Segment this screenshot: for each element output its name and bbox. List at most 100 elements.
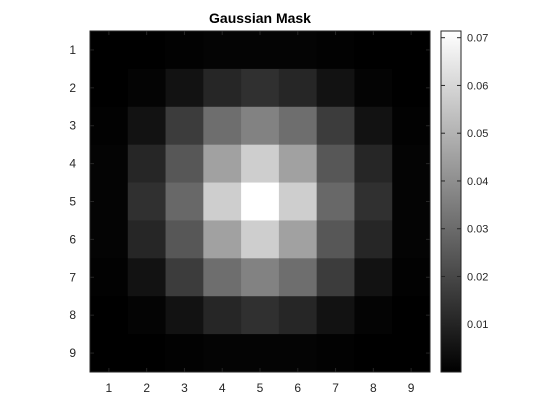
- colorbar-tick-label: 0.03: [467, 224, 488, 236]
- heatmap-cell-r6-c1: [90, 220, 129, 259]
- colorbar-tick-label: 0.05: [467, 128, 488, 140]
- x-tick-label: 6: [294, 381, 301, 395]
- colorbar-axis: 0.01 0.02 0.03 0.04 0.05 0.06 0.07: [441, 33, 488, 331]
- heatmap-cell-r9-c7: [316, 334, 355, 373]
- heatmap-cell-r1-c4: [203, 31, 242, 70]
- heatmap-cell-r2-c5: [241, 68, 280, 108]
- heatmap-cell-r6-c2: [127, 220, 166, 259]
- heatmap-cell-r7-c5: [241, 258, 280, 297]
- heatmap-cell-r2-c7: [316, 68, 355, 108]
- y-tick-label: 1: [69, 43, 76, 57]
- heatmap-cell-r5-c2: [127, 182, 166, 221]
- heatmap-cell-r8-c1: [90, 296, 129, 335]
- heatmap-cell-r7-c7: [316, 258, 355, 297]
- heatmap-cell-r2-c2: [127, 68, 166, 108]
- heatmap-cell-r3-c5: [241, 106, 280, 146]
- heatmap-cell-r8-c5: [241, 296, 280, 335]
- x-tick-label: 4: [219, 381, 226, 395]
- heatmap-cell-r2-c8: [354, 68, 393, 108]
- heatmap-cell-r5-c7: [316, 182, 355, 221]
- heatmap-cell-r6-c5: [241, 220, 280, 259]
- heatmap-cell-r2-c9: [392, 68, 431, 108]
- heatmap-cell-r8-c2: [127, 296, 166, 335]
- y-tick-label: 6: [69, 232, 76, 246]
- y-tick-label: 4: [69, 157, 76, 171]
- heatmap-cell-r9-c2: [127, 334, 166, 373]
- heatmap-cell-r7-c3: [165, 258, 204, 297]
- heatmap-cell-r2-c3: [165, 68, 204, 108]
- heatmap-cell-r3-c8: [354, 106, 393, 146]
- heatmap-cell-r4-c3: [165, 144, 204, 183]
- x-tick-label: 9: [408, 381, 415, 395]
- heatmap-cell-r4-c6: [278, 144, 318, 183]
- heatmap-cell-r7-c1: [90, 258, 129, 297]
- heatmap-cell-r5-c3: [165, 182, 204, 221]
- heatmap-cell-r4-c2: [127, 144, 166, 183]
- heatmap-cell-r4-c4: [203, 144, 242, 183]
- heatmap-cell-r8-c8: [354, 296, 393, 335]
- chart-title: Gaussian Mask: [209, 10, 311, 26]
- heatmap-cell-r1-c9: [392, 31, 431, 70]
- colorbar-tick-label: 0.01: [467, 319, 488, 331]
- x-tick-label: 2: [143, 381, 150, 395]
- heatmap-cell-r3-c3: [165, 106, 204, 146]
- heatmap-cell-r2-c1: [90, 68, 129, 108]
- heatmap-cell-r8-c3: [165, 296, 204, 335]
- heatmap-cell-r8-c6: [278, 296, 318, 335]
- heatmap-cell-r7-c6: [278, 258, 318, 297]
- heatmap-cell-r5-c8: [354, 182, 393, 221]
- heatmap-cell-r1-c5: [241, 31, 280, 70]
- heatmap-cell-r6-c3: [165, 220, 204, 259]
- heatmap-cell-r3-c4: [203, 106, 242, 146]
- heatmap-cell-r1-c1: [90, 31, 129, 70]
- heatmap-cell-r7-c9: [392, 258, 431, 297]
- heatmap-cell-r3-c2: [127, 106, 166, 146]
- x-tick-label: 3: [181, 381, 188, 395]
- heatmap-cell-r9-c4: [203, 334, 242, 373]
- heatmap-cell-r6-c6: [278, 220, 318, 259]
- y-tick-label: 8: [69, 308, 76, 322]
- y-tick-label: 3: [69, 119, 76, 133]
- x-axis: 1 2 3 4 5 6 7 8 9: [106, 31, 415, 395]
- x-tick-label: 5: [257, 381, 264, 395]
- x-tick-label: 1: [106, 381, 113, 395]
- y-tick-label: 9: [69, 346, 76, 360]
- colorbar-tick-label: 0.04: [467, 176, 488, 188]
- heatmap-cell-r7-c8: [354, 258, 393, 297]
- colorbar: [441, 31, 461, 372]
- heatmap-cell-r9-c8: [354, 334, 393, 373]
- heatmap-cell-r5-c9: [392, 182, 431, 221]
- heatmap-cell-r9-c9: [392, 334, 431, 373]
- heatmap-cell-r4-c1: [90, 144, 129, 183]
- heatmap-cell-r9-c3: [165, 334, 204, 373]
- x-tick-label: 8: [370, 381, 377, 395]
- heatmap-cell-r5-c4: [203, 182, 242, 221]
- heatmap-cell-r3-c1: [90, 106, 129, 146]
- heatmap-cell-r6-c7: [316, 220, 355, 259]
- x-tick-label: 7: [332, 381, 339, 395]
- heatmap-cell-r9-c1: [90, 334, 129, 373]
- heatmap-cell-r5-c6: [278, 182, 318, 221]
- heatmap-cell-r2-c6: [278, 68, 318, 108]
- heatmap-cell-r7-c2: [127, 258, 166, 297]
- heatmap-cell-r7-c4: [203, 258, 242, 297]
- heatmap-cell-r8-c4: [203, 296, 242, 335]
- heatmap-cell-r8-c7: [316, 296, 355, 335]
- colorbar-tick-label: 0.06: [467, 80, 488, 92]
- heatmap-cell-r5-c1: [90, 182, 129, 221]
- heatmap-cell-r1-c2: [127, 31, 166, 70]
- heatmap-cell-r3-c7: [316, 106, 355, 146]
- heatmap-cell-r1-c8: [354, 31, 393, 70]
- heatmap-cell-r3-c6: [278, 106, 318, 146]
- heatmap-cell-r6-c8: [354, 220, 393, 259]
- y-tick-label: 2: [69, 81, 76, 95]
- heatmap-cell-r8-c9: [392, 296, 431, 335]
- y-tick-label: 7: [69, 270, 76, 284]
- heatmap-cell-r4-c9: [392, 144, 431, 183]
- heatmap-cell-r3-c9: [392, 106, 431, 146]
- heatmap-cell-r5-c5: [241, 182, 280, 221]
- colorbar-frame: [440, 30, 462, 373]
- heatmap-cell-r2-c4: [203, 68, 242, 108]
- heatmap-cells: [90, 31, 431, 373]
